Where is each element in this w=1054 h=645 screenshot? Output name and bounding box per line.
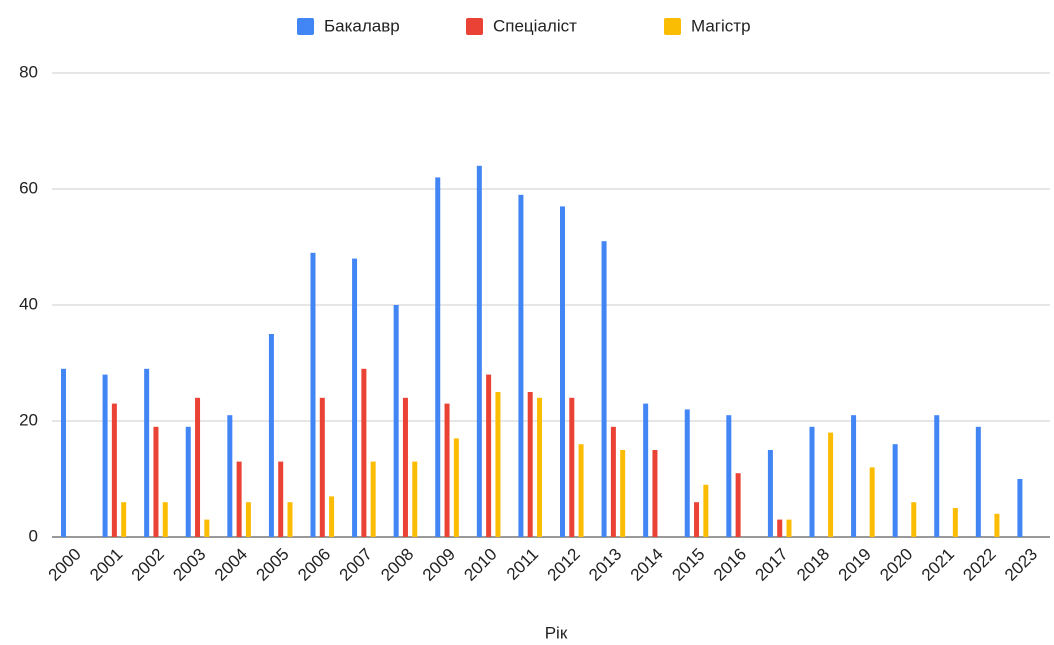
bar	[703, 484, 709, 537]
bar	[643, 403, 649, 537]
x-axis-title: Рік	[545, 623, 568, 642]
bar	[911, 502, 917, 537]
bar	[319, 397, 325, 537]
bar	[869, 467, 875, 537]
bar	[527, 392, 533, 537]
bar	[245, 502, 251, 537]
bar	[329, 496, 335, 537]
x-tick-label: 2004	[211, 545, 251, 585]
bar	[1017, 479, 1023, 537]
bar	[786, 519, 792, 537]
x-tick-label: 2005	[253, 545, 293, 585]
bar	[352, 258, 358, 537]
x-tick-label: 2009	[419, 545, 459, 585]
bar	[486, 374, 492, 537]
bar	[393, 305, 399, 537]
bar	[435, 177, 441, 537]
bar	[162, 502, 168, 537]
bar	[851, 415, 857, 537]
bar	[236, 461, 242, 537]
x-tick-label: 2017	[752, 545, 792, 585]
x-tick-label: 2020	[876, 545, 916, 585]
x-tick-label: 2018	[793, 545, 833, 585]
legend-swatch	[466, 18, 483, 35]
bar	[185, 426, 191, 537]
legend-swatch	[297, 18, 314, 35]
bar	[975, 426, 981, 537]
bar	[204, 519, 210, 537]
x-tick-label: 2010	[460, 545, 500, 585]
bar	[361, 368, 367, 537]
bar	[102, 374, 108, 537]
bar	[278, 461, 284, 537]
bar	[934, 415, 940, 537]
x-tick-label: 2000	[45, 545, 85, 585]
bar	[569, 397, 575, 537]
bar	[652, 450, 658, 537]
bar	[809, 426, 815, 537]
x-tick-label: 2015	[668, 545, 708, 585]
bar	[60, 368, 66, 537]
bar	[828, 432, 834, 537]
bar	[559, 206, 565, 537]
y-tick-label: 60	[19, 178, 38, 197]
bar	[620, 450, 626, 537]
y-tick-label: 0	[29, 526, 38, 545]
bar	[694, 502, 700, 537]
x-tick-label: 2016	[710, 545, 750, 585]
bar	[892, 444, 898, 537]
x-tick-label: 2008	[377, 545, 417, 585]
bar	[453, 438, 459, 537]
y-tick-label: 40	[19, 294, 38, 313]
x-tick-label: 2023	[1001, 545, 1041, 585]
legend-label: Бакалавр	[324, 16, 400, 35]
bar	[444, 403, 450, 537]
bar	[310, 252, 316, 538]
x-tick-label: 2002	[128, 545, 168, 585]
bar	[726, 415, 732, 537]
x-tick-label: 2012	[544, 545, 584, 585]
bar	[153, 426, 159, 537]
bar	[518, 194, 524, 538]
bar	[268, 334, 274, 537]
bar	[144, 368, 150, 537]
bar	[952, 508, 958, 537]
bar	[495, 392, 501, 537]
x-tick-label: 2014	[627, 545, 667, 585]
bar	[121, 502, 127, 537]
bar	[537, 397, 543, 537]
bar	[777, 519, 783, 537]
x-tick-label: 2019	[835, 545, 875, 585]
x-tick-label: 2007	[336, 545, 376, 585]
bar	[601, 241, 607, 537]
x-tick-label: 2003	[169, 545, 209, 585]
legend-label: Магістр	[691, 16, 751, 35]
bar	[195, 397, 201, 537]
x-tick-label: 2022	[959, 545, 999, 585]
bar	[994, 513, 1000, 537]
legend-swatch	[664, 18, 681, 35]
x-tick-label: 2021	[918, 545, 958, 585]
x-tick-label: 2013	[585, 545, 625, 585]
bar	[227, 415, 233, 537]
bar	[578, 444, 584, 537]
bar	[402, 397, 408, 537]
y-tick-label: 20	[19, 410, 38, 429]
bar	[111, 403, 117, 537]
bar	[412, 461, 418, 537]
bar	[287, 502, 293, 537]
y-tick-label: 80	[19, 62, 38, 81]
legend-label: Спеціаліст	[493, 16, 577, 35]
bar	[370, 461, 376, 537]
x-tick-label: 2001	[86, 545, 126, 585]
bar	[610, 426, 616, 537]
x-tick-label: 2006	[294, 545, 334, 585]
bar	[735, 473, 741, 537]
bar	[767, 450, 773, 537]
x-tick-label: 2011	[503, 545, 542, 584]
bar	[476, 165, 482, 538]
bar	[684, 409, 690, 537]
